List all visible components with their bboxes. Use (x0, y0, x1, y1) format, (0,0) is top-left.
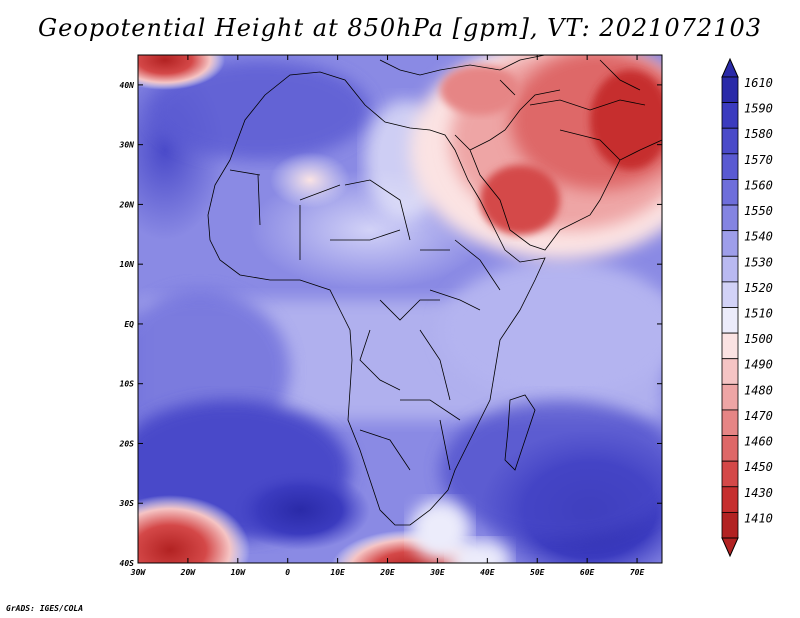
colorbar-segment (721, 332, 739, 360)
colorbar-label: 1470 (744, 409, 773, 423)
colorbar-segment (721, 76, 739, 104)
colorbar-label: 1550 (744, 204, 773, 218)
colorbar-segment (721, 204, 739, 232)
lon-tick-label: 10W (231, 568, 247, 577)
colorbar-segment (721, 255, 739, 283)
coastlines (207, 55, 662, 526)
colorbar-label: 1530 (744, 255, 773, 269)
colorbar-segment (721, 358, 739, 385)
colorbar: 1610 1590 1580 1570 1560 1550 1540 1530 1520 1510… (721, 57, 773, 558)
lon-tick-label: 10E (330, 568, 345, 577)
colorbar-top-arrow (721, 57, 739, 78)
colorbar-segment (721, 460, 739, 488)
lon-axis: 30W 20W 10W 0 10E 20E 30E 40E 50E 60E 70E (130, 55, 645, 577)
map-frame (137, 54, 663, 564)
lon-tick-label: 20E (379, 568, 395, 577)
plot-title: Geopotential Height at 850hPa [gpm], VT:… (38, 14, 762, 42)
colorbar-label: 1490 (744, 358, 773, 372)
lat-tick-label: 20N (119, 200, 135, 209)
lat-tick-label: 20S (119, 439, 135, 448)
colorbar-segment (721, 383, 739, 411)
colorbar-segment (721, 435, 739, 462)
colorbar-label: 1610 (744, 76, 773, 90)
colorbar-label: 1500 (744, 332, 773, 346)
height-field (138, 55, 662, 563)
colorbar-segment (721, 511, 739, 539)
lat-axis: 40N 30N 20N 10N EQ 10S 20S 30S 40S (119, 81, 662, 568)
lat-tick-label: 40S (120, 559, 135, 568)
lat-tick-label: 30N (119, 141, 135, 150)
colorbar-segment (721, 127, 739, 155)
lon-tick-label: 30W (130, 568, 147, 577)
lon-tick-label: 50E (530, 568, 545, 577)
colorbar-segment (721, 153, 739, 180)
lat-tick-label: 10S (120, 380, 135, 389)
colorbar-segment (721, 102, 739, 129)
lon-tick-label: 70E (630, 568, 645, 577)
lon-tick-label: 0 (285, 568, 290, 577)
lon-tick-label: 40E (480, 568, 495, 577)
colorbar-bottom-arrow (721, 537, 739, 558)
lat-tick-label: 10N (120, 260, 135, 269)
lat-tick-label: EQ (124, 320, 134, 329)
colorbar-label: 1580 (744, 127, 773, 141)
colorbar-segment (721, 281, 739, 308)
colorbar-segment (721, 486, 739, 513)
credit-text: GrADS: IGES/COLA (6, 604, 84, 613)
colorbar-label: 1570 (744, 153, 773, 167)
lat-tick-label: 40N (120, 81, 135, 90)
colorbar-label: 1590 (744, 102, 773, 116)
colorbar-label: 1560 (744, 178, 773, 192)
colorbar-label: 1480 (744, 383, 773, 397)
colorbar-segment (721, 307, 739, 334)
colorbar-label: 1460 (744, 435, 773, 449)
colorbar-label: 1410 (744, 511, 773, 525)
colorbar-segment (721, 230, 739, 257)
colorbar-label: 1450 (744, 460, 773, 474)
colorbar-label: 1430 (744, 486, 773, 500)
colorbar-segment (721, 409, 739, 436)
lon-tick-label: 30E (429, 568, 445, 577)
colorbar-segment (721, 179, 739, 206)
colorbar-label: 1540 (744, 230, 773, 244)
lon-tick-label: 20W (180, 568, 197, 577)
colorbar-label: 1520 (744, 281, 773, 295)
lat-tick-label: 30S (119, 499, 135, 508)
lon-tick-label: 60E (580, 568, 595, 577)
colorbar-label: 1510 (744, 307, 773, 321)
